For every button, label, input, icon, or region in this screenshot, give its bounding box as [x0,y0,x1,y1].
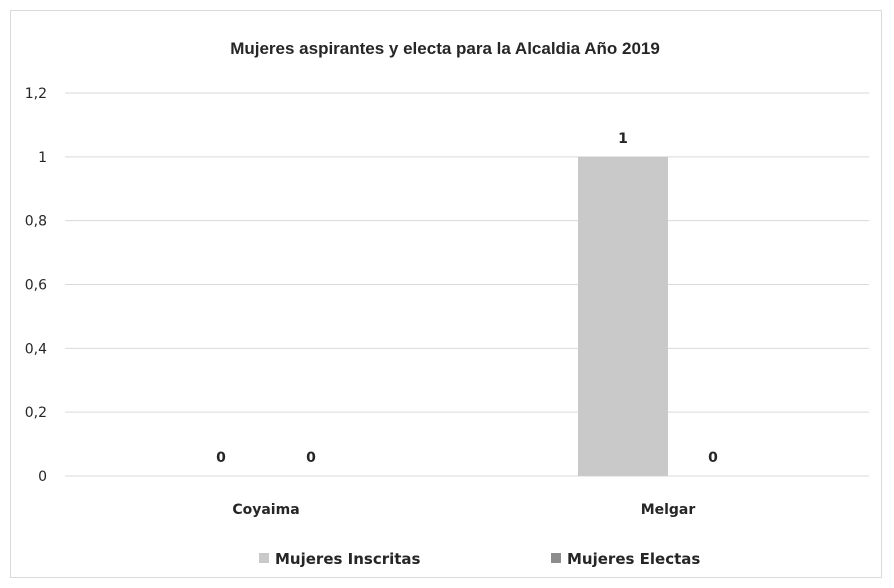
x-category-label: Melgar [641,502,696,518]
y-tick-label: 0,4 [25,341,47,357]
data-label: 0 [216,450,226,466]
y-tick-label: 0 [38,469,47,485]
y-tick-label: 1,2 [25,86,47,102]
y-tick-label: 0,6 [25,278,47,294]
data-label: 0 [306,450,316,466]
y-tick-label: 0,8 [25,214,47,230]
gridlines [65,92,869,477]
y-tick-label: 1 [38,150,47,166]
y-tick-label: 0,2 [25,405,47,421]
x-category-label: Coyaima [232,502,299,518]
data-labels: 0 0 1 0 [216,131,718,466]
bar-melgar-mujeres-inscritas [578,156,668,477]
bar-chart: Mujeres aspirantes y electa para la Alca… [25,39,869,568]
x-axis-categories: Coyaima Melgar [232,502,695,518]
data-label: 0 [708,450,718,466]
chart-title: Mujeres aspirantes y electa para la Alca… [230,39,660,58]
legend-label: Mujeres Electas [567,550,700,568]
legend-swatch [551,553,561,563]
data-label: 1 [618,131,628,147]
bars [578,156,668,477]
y-axis-ticks: 0 0,2 0,4 0,6 0,8 1 1,2 [25,86,47,485]
legend-swatch [259,553,269,563]
legend: Mujeres Inscritas Mujeres Electas [259,550,700,568]
legend-label: Mujeres Inscritas [275,550,421,568]
chart-frame: Mujeres aspirantes y electa para la Alca… [10,10,882,578]
